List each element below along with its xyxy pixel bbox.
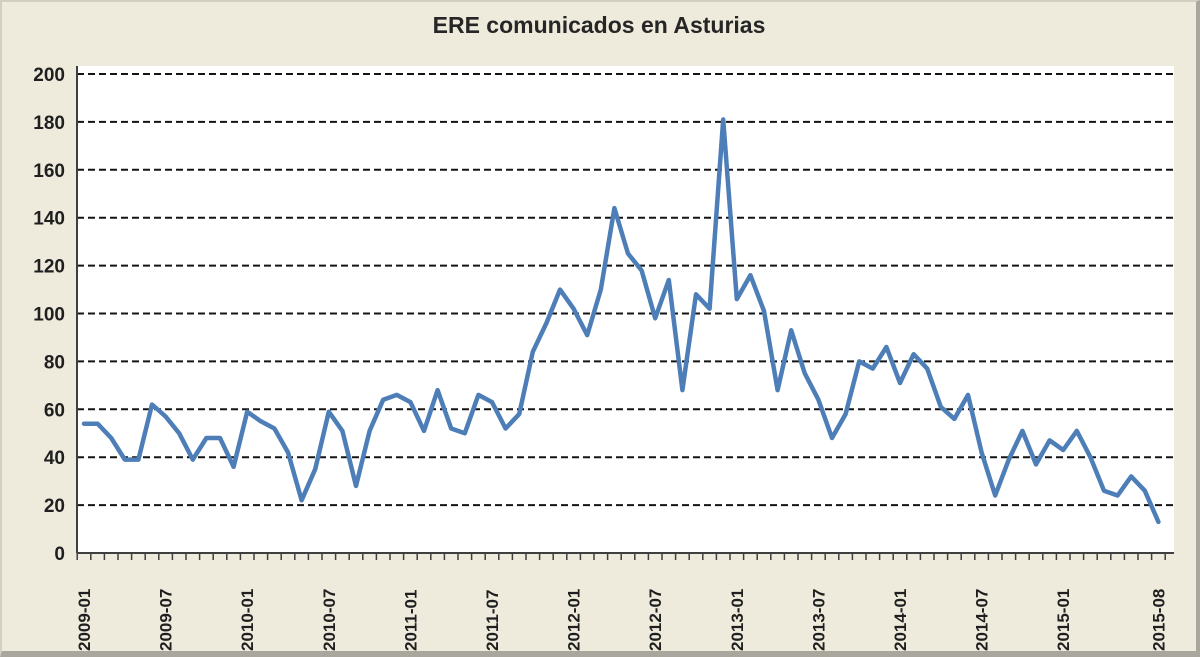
- x-axis-tick-label: 2010-01: [238, 589, 257, 651]
- x-axis-tick-label: 2012-01: [565, 589, 584, 651]
- x-axis-tick-label: 2015-01: [1054, 589, 1073, 651]
- y-axis-tick-label: 0: [54, 544, 65, 565]
- y-axis-tick-label: 140: [33, 209, 65, 230]
- x-axis-tick-label: 2014-01: [891, 589, 910, 651]
- x-axis-tick-label: 2013-01: [728, 589, 747, 651]
- y-axis-tick-label: 180: [33, 113, 65, 134]
- y-axis-tick-label: 100: [33, 305, 65, 326]
- y-axis-tick-label: 200: [33, 65, 65, 86]
- y-axis-tick-label: 60: [44, 400, 65, 421]
- x-axis-tick-label: 2010-07: [320, 589, 339, 651]
- data-series-line: [81, 117, 1161, 525]
- y-axis-tick-label: 20: [44, 496, 65, 517]
- y-axis-tick-label: 160: [33, 161, 65, 182]
- x-axis-tick-label: 2012-07: [646, 589, 665, 651]
- y-axis-tick-label: 40: [44, 448, 65, 469]
- x-axis-tick-label: 2009-01: [75, 589, 94, 651]
- chart-title: ERE comunicados en Asturias: [432, 12, 766, 38]
- plot-area: [77, 66, 1174, 553]
- x-axis-tick-label: 2013-07: [809, 589, 828, 651]
- x-axis-tick-label: 2011-07: [483, 590, 502, 651]
- x-axis-tick-label: 2009-07: [157, 589, 176, 651]
- x-axis-tick-label: 2014-07: [973, 589, 992, 651]
- x-axis-tick-label: 2011-01: [401, 590, 420, 651]
- y-axis-tick-label: 120: [33, 257, 65, 278]
- x-axis-tick-label: 2015-08: [1149, 589, 1168, 651]
- y-axis-tick-label: 80: [44, 352, 65, 373]
